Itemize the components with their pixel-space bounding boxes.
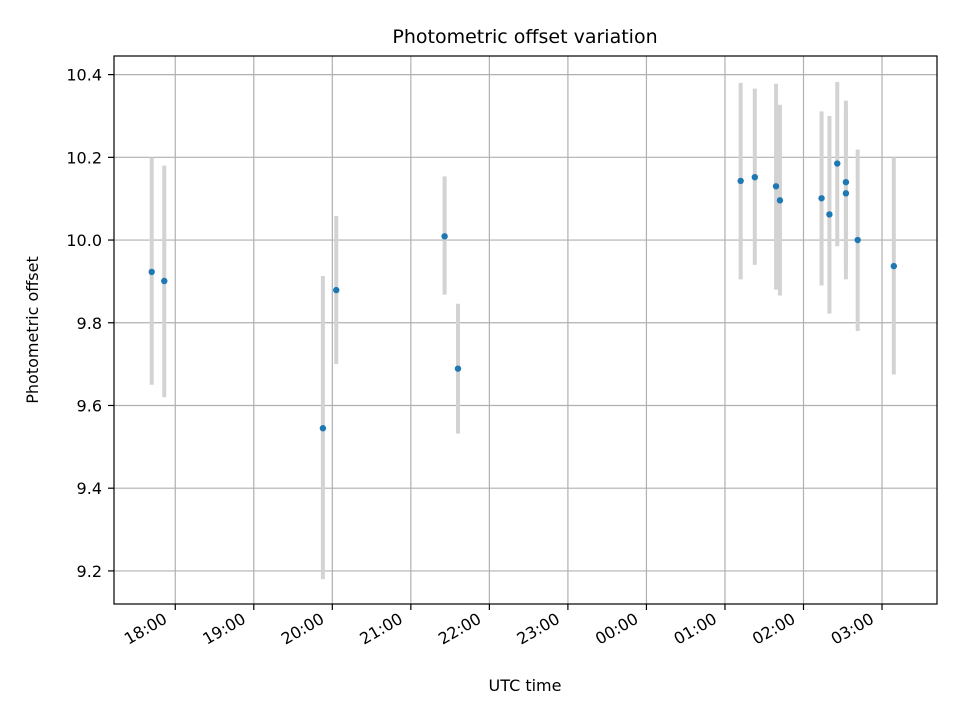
data-point bbox=[751, 173, 759, 181]
data-point bbox=[772, 183, 780, 190]
y-tick-label: 9.4 bbox=[77, 479, 102, 498]
data-point bbox=[161, 277, 168, 285]
point-layer bbox=[148, 160, 898, 432]
plot-frame bbox=[113, 55, 938, 605]
x-axis-title: UTC time bbox=[489, 676, 562, 695]
data-point bbox=[818, 195, 825, 202]
data-point bbox=[776, 197, 784, 204]
data-point bbox=[834, 160, 841, 167]
data-point bbox=[454, 365, 462, 372]
data-point bbox=[890, 262, 898, 270]
y-axis-title: Photometric offset bbox=[23, 256, 42, 404]
data-point bbox=[441, 233, 448, 240]
data-point bbox=[842, 190, 850, 197]
grid-layer bbox=[114, 56, 937, 604]
data-point bbox=[319, 425, 327, 432]
data-point bbox=[737, 177, 744, 185]
data-point bbox=[148, 268, 155, 276]
y-tick-label: 10.4 bbox=[66, 66, 102, 85]
data-point bbox=[333, 286, 340, 294]
chart-title: Photometric offset variation bbox=[392, 26, 657, 48]
y-tick-label: 9.6 bbox=[77, 396, 102, 415]
data-point bbox=[842, 178, 850, 186]
y-tick-label: 9.2 bbox=[77, 562, 102, 581]
data-point bbox=[854, 236, 861, 244]
y-tick-label: 10.0 bbox=[66, 231, 102, 250]
y-tick-label: 10.2 bbox=[66, 148, 102, 167]
y-tick-label: 9.8 bbox=[77, 314, 102, 333]
data-point bbox=[826, 211, 833, 218]
tick-layer bbox=[108, 74, 883, 610]
